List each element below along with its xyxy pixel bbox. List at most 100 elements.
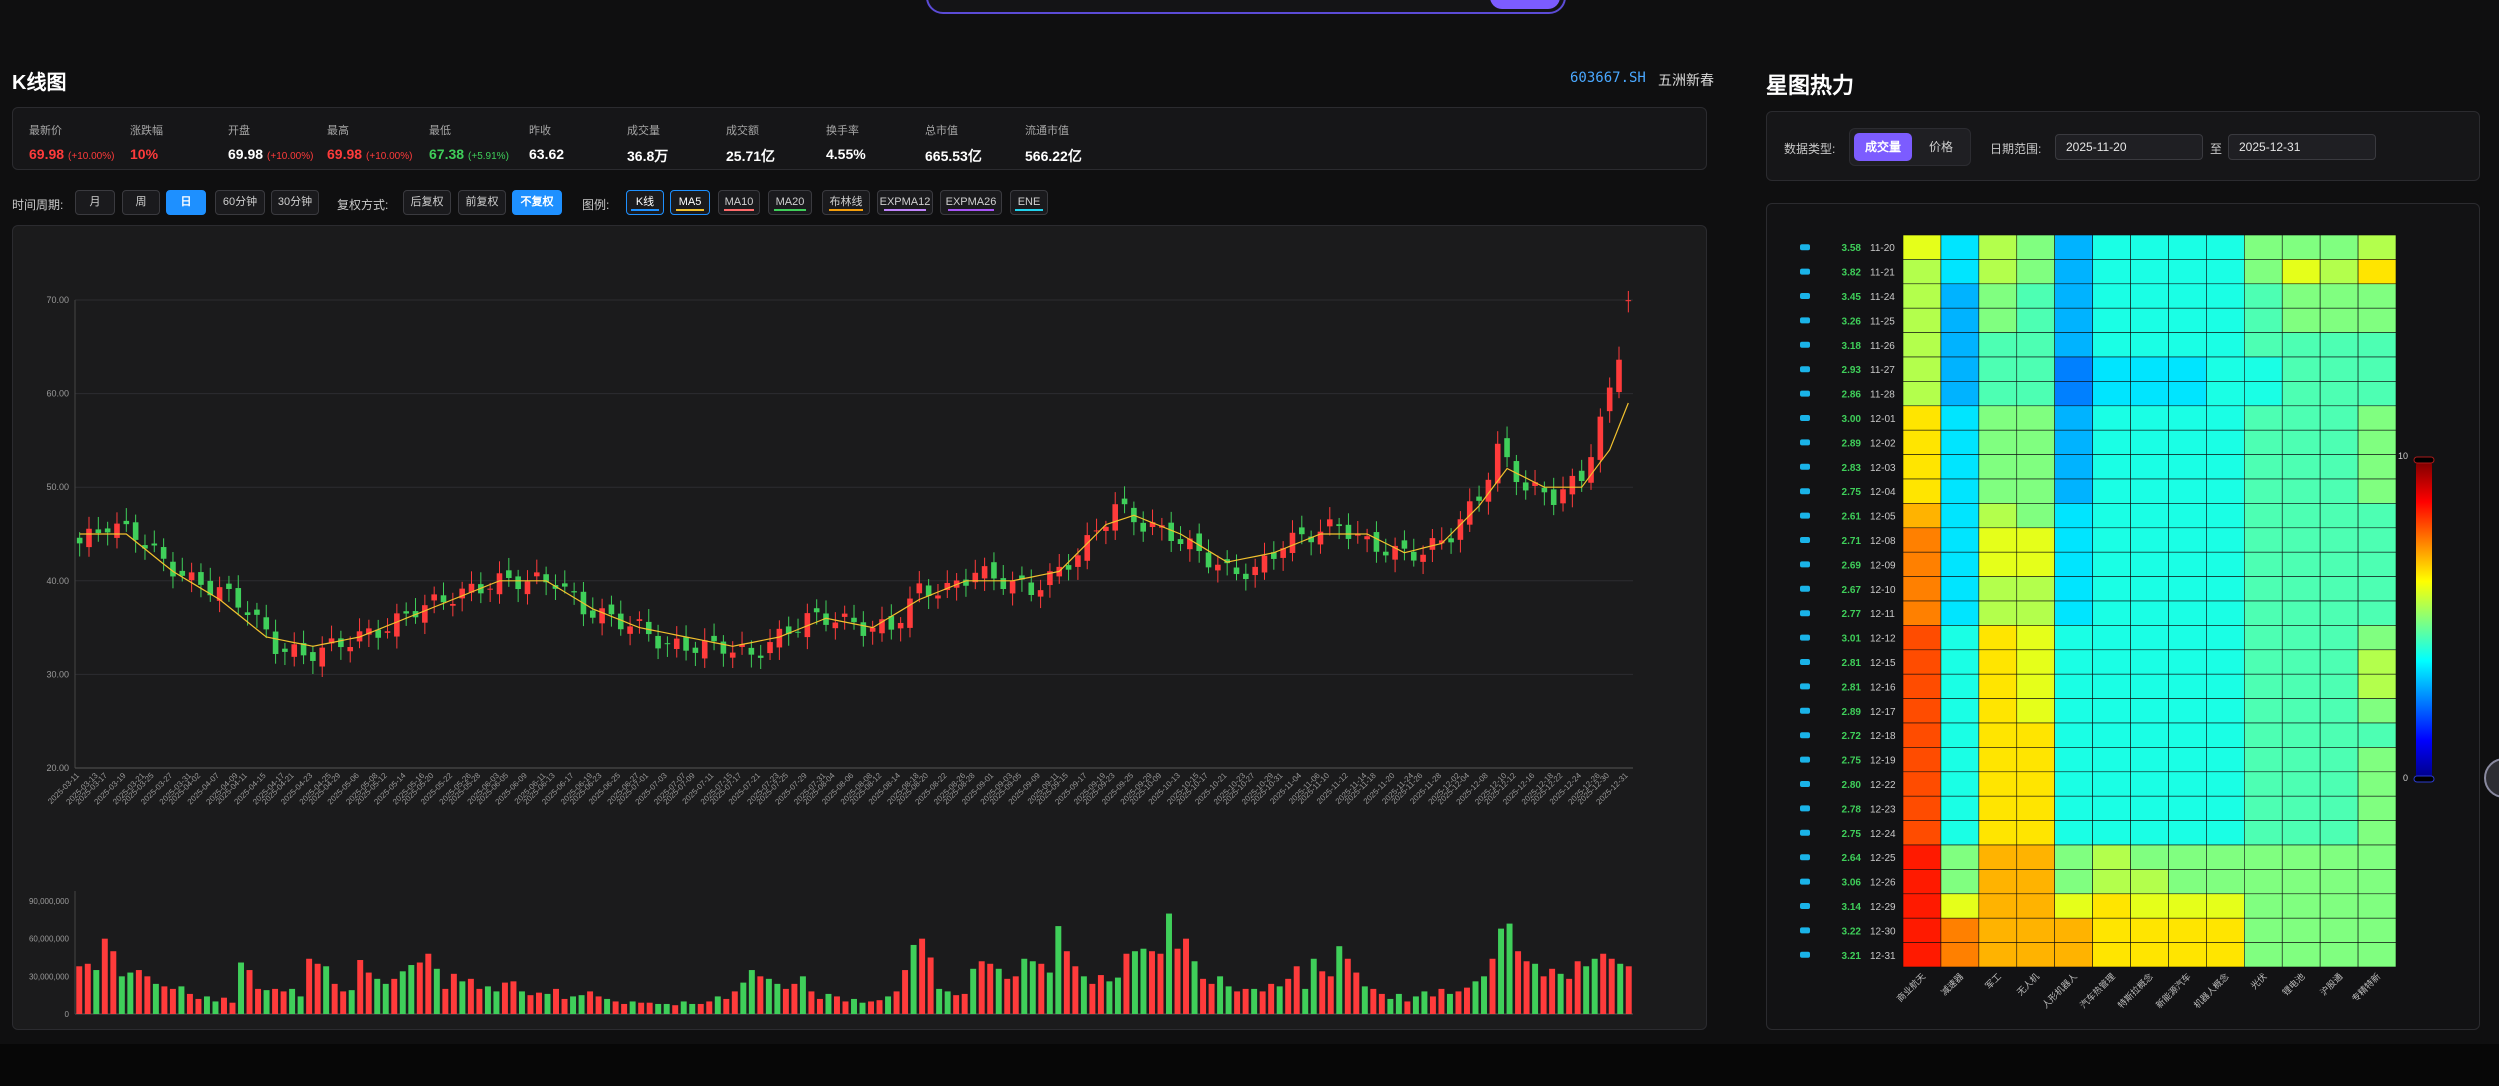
row-indicator-icon: [1800, 829, 1810, 836]
volume-bar: [391, 978, 398, 1014]
candle-body: [300, 643, 307, 656]
data-type-price-option[interactable]: 价格: [1928, 140, 1953, 154]
candle-body: [617, 613, 624, 630]
candle-body: [645, 621, 652, 635]
stock-name: 五洲新春: [1658, 72, 1714, 88]
heatmap-cell: [2357, 795, 2397, 821]
candle-body: [888, 616, 895, 630]
heatmap-cell: [2130, 698, 2169, 724]
candle-body: [589, 610, 596, 618]
heatmap-cell: [2206, 747, 2245, 773]
stat-value: 4.55%: [826, 146, 866, 162]
candle-body: [655, 635, 661, 649]
candle-body: [310, 652, 316, 661]
volume-bar: [229, 1002, 236, 1014]
row-date-label: 12-09: [1870, 560, 1896, 571]
row-date-label: 11-24: [1870, 292, 1895, 303]
heatmap-cell: [2357, 673, 2397, 699]
candle-body: [1289, 532, 1296, 553]
heatmap-cell: [2016, 917, 2055, 943]
heatmap-cell: [2130, 283, 2169, 309]
search-button[interactable]: [1490, 0, 1560, 9]
volume-bar: [1344, 958, 1351, 1014]
heatmap-cell: [2281, 917, 2321, 943]
heatmap-cell: [1978, 259, 2018, 285]
heatmap-cell: [2244, 478, 2283, 504]
volume-tick-label: 90,000,000: [29, 897, 70, 906]
legend-toggle[interactable]: ENE: [1010, 190, 1048, 215]
heatmap-cell: [2130, 259, 2169, 285]
data-type-volume-option[interactable]: 成交量: [1854, 133, 1912, 161]
period-button[interactable]: 周: [122, 190, 160, 215]
period-button[interactable]: 30分钟: [271, 190, 319, 215]
kline-chart[interactable]: 70.0060.0050.0040.0030.0020.002025-03-11…: [13, 226, 1707, 1030]
heatmap-cell: [1940, 625, 1980, 651]
legend-color-swatch: [631, 209, 659, 211]
candle-body: [1485, 479, 1492, 502]
adjust-button[interactable]: 后复权: [403, 190, 451, 215]
heatmap-cell: [1902, 942, 1942, 968]
volume-bar: [833, 996, 840, 1014]
candle-body: [1205, 552, 1212, 568]
legend-toggle[interactable]: MA20: [768, 190, 812, 215]
heatmap-cell: [1978, 283, 2018, 309]
heatmap-cell: [2206, 356, 2245, 382]
stat-value: 69.98 (+10.00%): [327, 146, 413, 162]
heatmap-cell: [1940, 332, 1980, 358]
heatmap-cell: [2206, 454, 2245, 480]
row-indicator-icon: [1800, 805, 1810, 812]
candle-body: [1420, 554, 1426, 562]
candle-body: [739, 644, 745, 647]
adjust-button[interactable]: 前复权: [458, 190, 506, 215]
heatmap-cell: [2319, 332, 2359, 358]
legend-toggle[interactable]: EXPMA12: [877, 190, 933, 215]
candle-body: [692, 647, 699, 653]
heatmap-cell: [2054, 283, 2093, 309]
heatmap-cell: [2206, 649, 2245, 675]
heatmap-cell: [1902, 722, 1942, 748]
heatmap-cell: [2244, 917, 2283, 943]
heatmap-cell: [2319, 429, 2359, 455]
period-button[interactable]: 月: [75, 190, 115, 215]
volume-bar: [118, 976, 125, 1014]
heatmap-cell: [2244, 454, 2283, 480]
heatmap-panel[interactable]: 3.58 11-20 3.82 11-21 3.45 11-24 3.26 11-25 3.18…: [1766, 203, 2480, 1030]
heatmap-cell: [2319, 503, 2359, 529]
candle-body: [319, 647, 326, 667]
legend-toggle[interactable]: MA10: [718, 190, 760, 215]
heatmap-cell: [2168, 405, 2207, 431]
legend-toggle[interactable]: EXPMA26: [940, 190, 1002, 215]
heatmap-cell: [1978, 600, 2018, 626]
legend-toggle[interactable]: K线: [626, 190, 664, 215]
date-to-input[interactable]: 2025-12-31: [2228, 134, 2376, 160]
heatmap-title: 星图热力: [1766, 73, 1855, 98]
row-value: 3.22: [1842, 926, 1862, 937]
stat-change: (+5.91%): [468, 151, 509, 162]
volume-bar: [365, 972, 372, 1014]
kline-chart-panel[interactable]: 70.00 60.00 50.00 40.00 30.00 20.00 2025-03-11…: [12, 225, 1707, 1030]
volume-bar: [1549, 968, 1556, 1014]
candle-body: [151, 543, 158, 546]
period-button[interactable]: 日: [166, 190, 206, 215]
search-input[interactable]: [926, 0, 1566, 14]
legend-toggle[interactable]: 布林线: [822, 190, 870, 215]
row-value: 2.67: [1842, 585, 1862, 596]
candle-body: [795, 631, 801, 633]
adjust-button[interactable]: 不复权: [512, 190, 562, 215]
heatmap-cell: [1940, 478, 1980, 504]
row-date-label: 11-21: [1870, 268, 1895, 279]
legend-toggle[interactable]: MA5: [670, 190, 710, 215]
volume-bar: [885, 996, 892, 1014]
candle-body: [1121, 498, 1128, 505]
heatmap-cell: [1978, 771, 2018, 797]
heatmap-cell: [1978, 747, 2018, 773]
period-button[interactable]: 60分钟: [215, 190, 265, 215]
heatmap-cell: [2244, 259, 2283, 285]
volume-bar: [1029, 961, 1036, 1014]
date-from-input[interactable]: 2025-11-20: [2055, 134, 2203, 160]
heatmap-cell: [2092, 332, 2131, 358]
volume-bar: [706, 1001, 713, 1014]
heatmap-cell: [2054, 405, 2093, 431]
floating-assistant-icon[interactable]: [2484, 758, 2499, 798]
heatmap-chart[interactable]: 3.58 11-20 3.82 11-21 3.45 11-24 3.26 11-25 3.18…: [1767, 204, 2480, 1030]
